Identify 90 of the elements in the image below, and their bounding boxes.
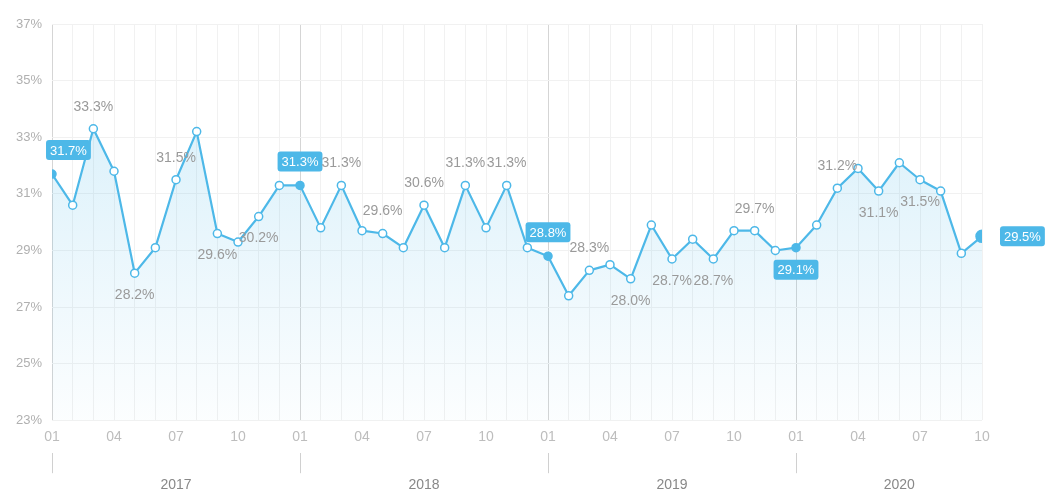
x-tick-label: 07 xyxy=(416,427,433,444)
x2-tick-label: 2018 xyxy=(408,476,440,493)
point xyxy=(357,225,367,236)
data-label: 29.6% xyxy=(362,202,403,219)
data-label: 31.1% xyxy=(858,203,899,220)
y-tick-label: 27% xyxy=(15,298,43,314)
data-label: 29.7% xyxy=(734,199,775,216)
y-tick-label: 29% xyxy=(15,242,43,258)
point xyxy=(956,248,967,259)
point xyxy=(811,220,822,230)
point xyxy=(584,265,595,276)
x-tick-label: 07 xyxy=(912,427,928,444)
point xyxy=(171,174,181,185)
y-tick-label: 25% xyxy=(15,355,43,371)
data-label: 28.2% xyxy=(114,286,155,303)
data-label: 28.7% xyxy=(693,271,734,288)
x2-tick-label: 2020 xyxy=(883,476,916,493)
data-label: 29.6% xyxy=(197,246,238,263)
point xyxy=(315,223,326,233)
x-tick-label: 01 xyxy=(44,427,61,444)
point xyxy=(377,228,388,239)
x-tick-label: 04 xyxy=(602,427,618,444)
x-tick-label: 07 xyxy=(168,427,185,444)
data-label: 28.0% xyxy=(610,291,651,308)
point xyxy=(295,180,305,191)
x2-tick-label: 2017 xyxy=(160,476,192,493)
point xyxy=(646,220,657,230)
point xyxy=(832,183,843,193)
data-label: 29.5% xyxy=(1003,228,1042,244)
point xyxy=(687,234,698,244)
point xyxy=(274,180,285,191)
point xyxy=(935,186,946,196)
point xyxy=(398,242,409,253)
x-tick-label: 10 xyxy=(726,427,742,444)
point xyxy=(729,225,739,236)
data-label: 29.1% xyxy=(777,262,815,278)
data-label: 31.3% xyxy=(281,153,319,169)
y-tick-label: 23% xyxy=(15,411,43,427)
point xyxy=(336,180,347,191)
point xyxy=(894,157,905,168)
point xyxy=(88,124,99,134)
data-label: 31.3% xyxy=(486,154,527,171)
point xyxy=(915,174,925,185)
point xyxy=(439,242,450,253)
point xyxy=(501,180,512,191)
x-tick-label: 01 xyxy=(292,427,309,444)
point xyxy=(481,223,491,233)
y-tick-label: 33% xyxy=(15,128,43,144)
x-tick-label: 07 xyxy=(664,427,680,444)
point xyxy=(708,254,719,264)
x-tick-label: 10 xyxy=(478,427,495,444)
data-label: 31.7% xyxy=(50,142,88,158)
data-label: 28.8% xyxy=(529,224,567,240)
data-label: 31.2% xyxy=(817,157,858,174)
data-label: 28.3% xyxy=(569,239,610,256)
data-label: 28.7% xyxy=(652,271,692,288)
x2-tick-label: 2019 xyxy=(656,476,688,493)
data-label: 31.5% xyxy=(900,192,940,209)
point xyxy=(625,274,636,284)
data-label: 31.3% xyxy=(445,154,486,171)
point xyxy=(212,228,223,239)
point xyxy=(191,126,202,137)
point xyxy=(109,166,119,176)
data-label: 33.3% xyxy=(73,97,114,114)
x-tick-label: 04 xyxy=(106,427,123,444)
point xyxy=(563,291,574,301)
point xyxy=(253,211,264,222)
x-tick-label: 10 xyxy=(974,427,990,444)
y-tick-label: 31% xyxy=(15,185,43,201)
y-tick-label: 35% xyxy=(15,72,43,88)
point xyxy=(543,251,553,261)
point xyxy=(150,242,161,253)
x-tick-label: 01 xyxy=(540,427,557,444)
x-tick-label: 04 xyxy=(354,427,371,444)
point xyxy=(460,180,471,191)
point xyxy=(667,254,677,264)
point xyxy=(749,225,760,236)
point xyxy=(67,200,78,210)
point xyxy=(129,268,140,278)
x-tick-label: 10 xyxy=(230,427,247,444)
point xyxy=(522,242,533,253)
point xyxy=(791,242,801,253)
point xyxy=(605,259,615,270)
point xyxy=(770,245,781,256)
x-tick-label: 04 xyxy=(850,427,866,444)
x-tick-label: 01 xyxy=(788,427,804,444)
data-label: 30.6% xyxy=(404,174,444,191)
y-tick-label: 37% xyxy=(15,15,43,31)
point xyxy=(419,200,429,210)
point xyxy=(873,186,884,196)
